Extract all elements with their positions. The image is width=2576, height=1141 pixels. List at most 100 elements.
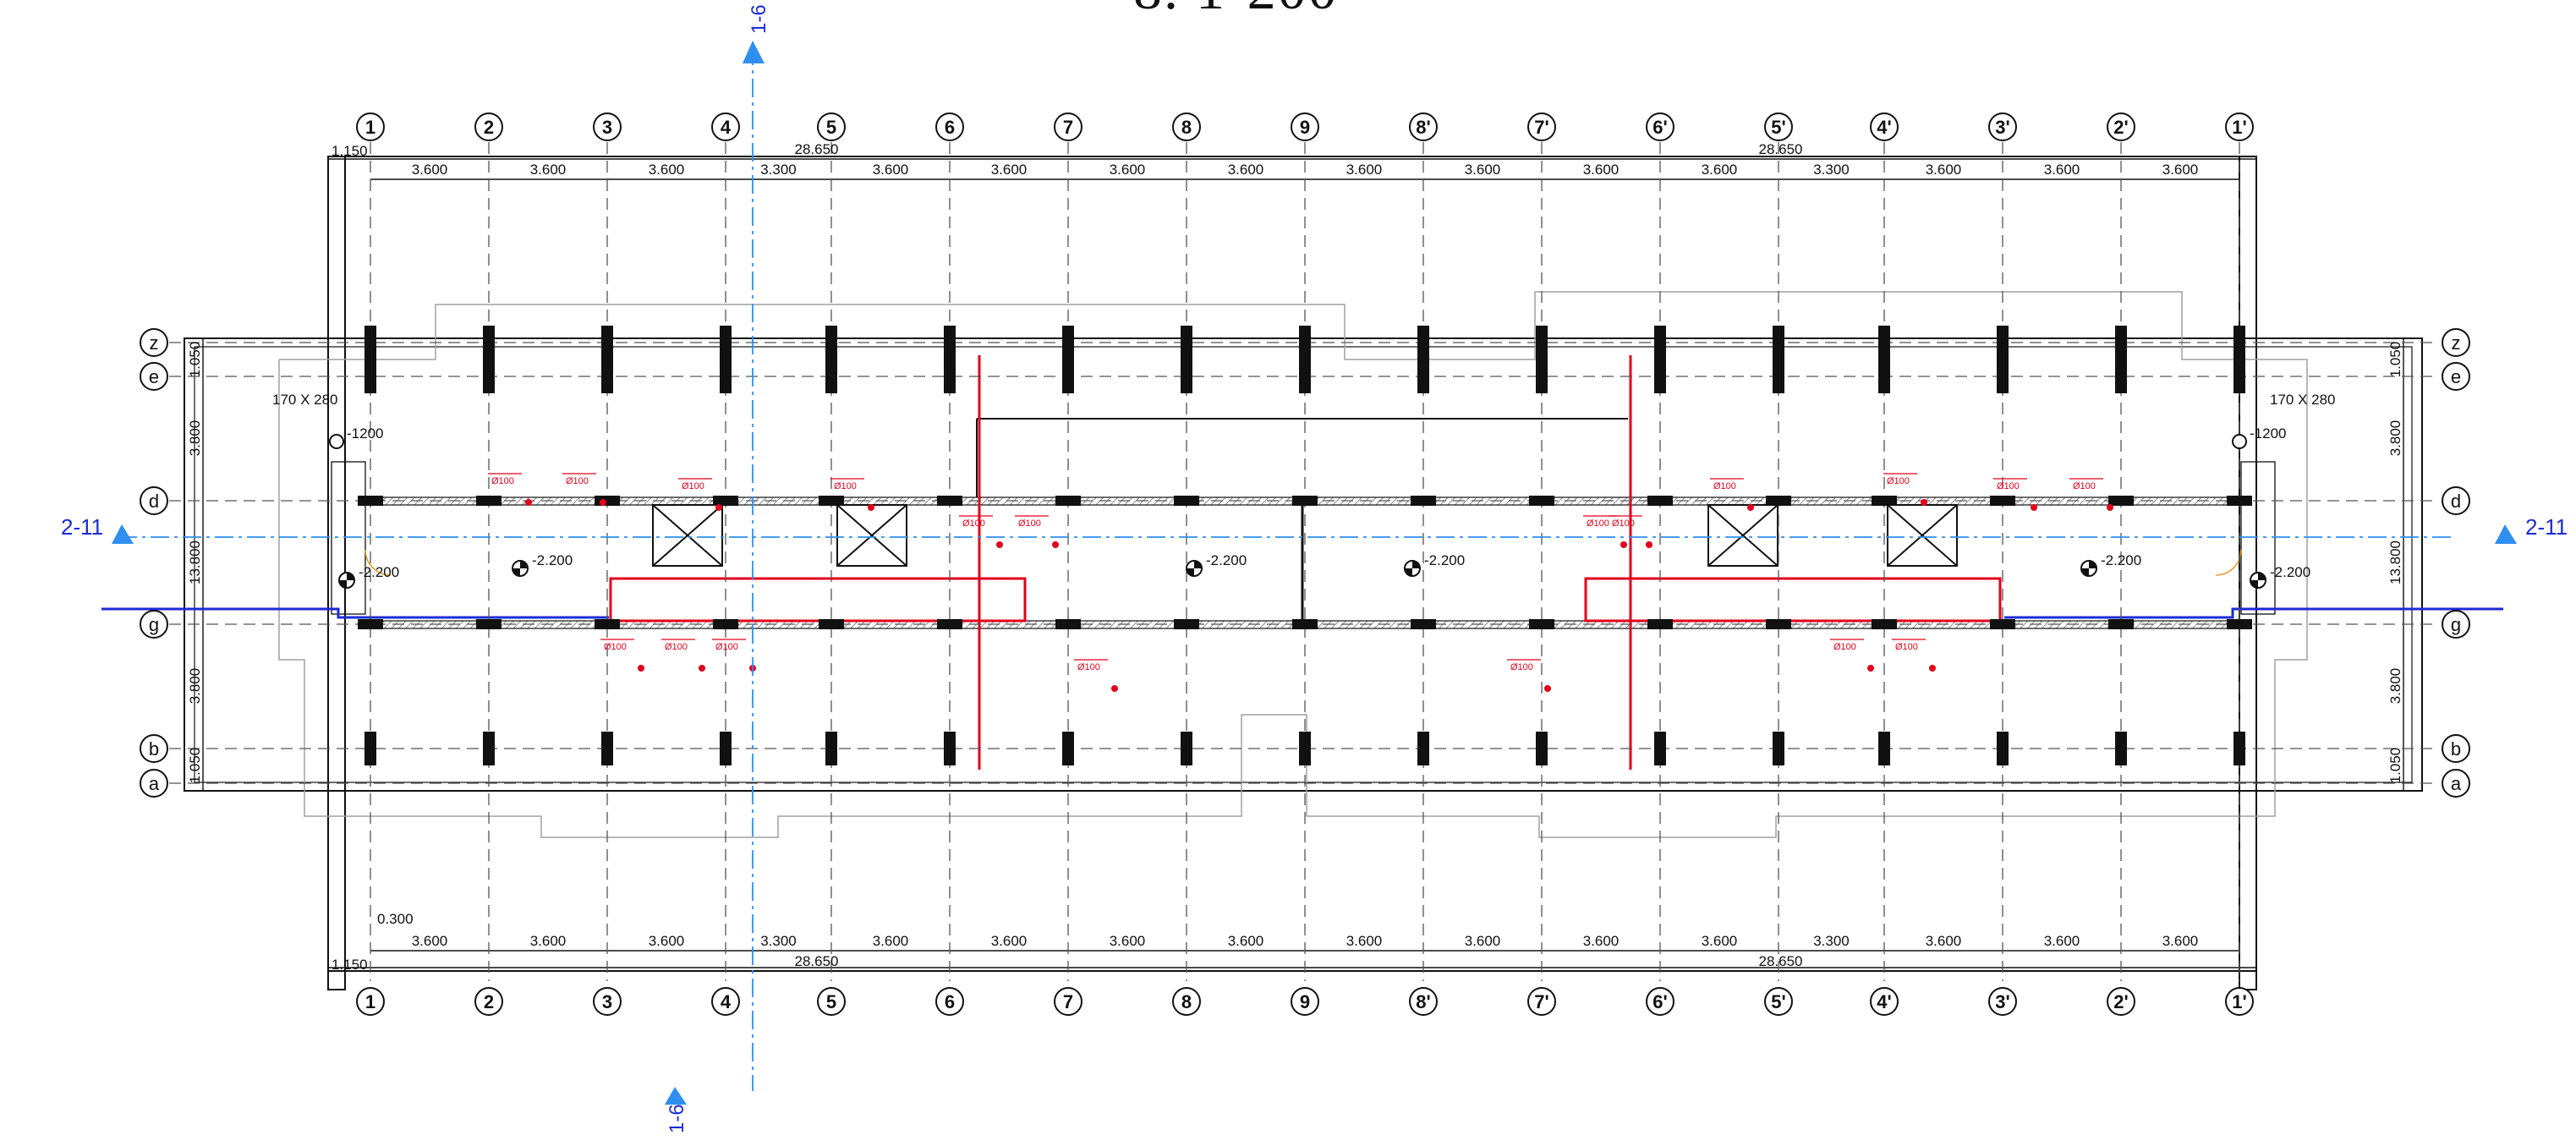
column	[937, 496, 962, 506]
axis-label-row: g	[149, 614, 159, 635]
axis-bubble-bottom	[1409, 987, 1438, 1016]
column	[1878, 326, 1890, 359]
column	[825, 732, 837, 765]
column	[1417, 732, 1429, 765]
column	[2108, 496, 2134, 506]
axis-label-col: 8'	[1416, 991, 1430, 1012]
section-label-left: 2-11	[61, 514, 103, 540]
column	[825, 326, 837, 359]
half-length-dimension: 28.650	[1759, 953, 1803, 969]
column	[1654, 326, 1666, 359]
axis-bubble-top	[1054, 112, 1082, 141]
axis-label-row: d	[149, 491, 159, 512]
axis-label-col: 2	[484, 117, 494, 138]
column	[358, 496, 383, 506]
axis-bubble-top	[1988, 112, 2017, 141]
column	[483, 732, 495, 765]
column	[944, 326, 956, 359]
axis-label-col: 5	[826, 991, 836, 1012]
axis-label-col: 7'	[1534, 117, 1548, 138]
span-dimension: 3.600	[1228, 162, 1264, 178]
column	[1181, 732, 1192, 765]
span-dimension: 3.300	[1813, 162, 1850, 178]
pipe-diameter-label: Ø100	[665, 642, 688, 652]
axis-label-col: 5	[826, 117, 836, 138]
pipe-diameter-label: Ø100	[1018, 518, 1041, 529]
pipe-diameter-label: Ø100	[682, 481, 704, 491]
axis-label-row: a	[149, 773, 160, 794]
column	[1536, 359, 1548, 393]
pipe-point	[1111, 685, 1118, 692]
elevator-shafts	[652, 504, 1958, 567]
axis-bubble-top	[711, 112, 740, 141]
axis-label-col: 4	[721, 117, 732, 138]
axis-label-col: 7	[1063, 991, 1073, 1012]
column	[2227, 619, 2252, 629]
axis-bubble-right	[2442, 362, 2470, 391]
span-dimension: 3.600	[991, 162, 1028, 178]
pipe-diameter-label: Ø100	[1833, 642, 1856, 652]
column	[1997, 732, 2009, 765]
axis-label-col: 7'	[1534, 991, 1548, 1012]
axis-label-col: 4'	[1877, 117, 1891, 138]
section-arrow-right	[2495, 524, 2517, 544]
row-dimension: 1.050	[2387, 748, 2403, 784]
axis-label-col: 8'	[1416, 117, 1430, 138]
span-dimension: 3.600	[1583, 933, 1620, 949]
level-label: -2.200	[1206, 552, 1247, 568]
axis-bubble-bottom	[1764, 987, 1793, 1016]
axis-bubble-top	[1172, 112, 1201, 141]
column	[944, 359, 956, 393]
pipe-diameter-label: Ø100	[1713, 481, 1736, 491]
column	[1411, 619, 1436, 629]
column	[819, 619, 844, 629]
column	[944, 732, 956, 765]
markers: -2.200 -2.200 -2.200 -2.200 -2.200 -2.200 -120…	[329, 425, 2310, 692]
axis-label-col: 1	[365, 117, 375, 138]
pipe-diameter-label: Ø100	[715, 642, 738, 652]
column	[483, 326, 495, 359]
axis-label-col: 6'	[1652, 991, 1667, 1012]
column	[1990, 496, 2015, 506]
level-marker-fill	[1405, 561, 1420, 576]
axis-label-col: 6	[945, 117, 955, 138]
column	[1299, 732, 1311, 765]
column	[1062, 732, 1074, 765]
column	[2233, 326, 2245, 359]
axis-bubble-bottom	[1870, 987, 1899, 1016]
axis-bubble-bottom	[1291, 987, 1319, 1016]
pipe-diameter-label: Ø100	[604, 642, 627, 652]
axis-bubble-top	[593, 112, 622, 141]
row-dimension: 3.800	[2387, 420, 2403, 457]
axis-label-col: 3	[602, 991, 612, 1012]
column	[1529, 496, 1554, 506]
span-dimension: 3.600	[1926, 933, 1962, 949]
row-dimension: 1.050	[2387, 342, 2403, 378]
axis-label-col: 1'	[2232, 117, 2246, 138]
pipe-point	[2107, 504, 2113, 511]
column	[713, 619, 738, 629]
column	[720, 732, 732, 765]
elevator-label-left: 170 X 280	[272, 392, 338, 408]
axis-label-col: 9	[1300, 117, 1310, 138]
axis-label-col: 8	[1181, 117, 1192, 138]
column	[601, 732, 613, 765]
row-dimension: 13.800	[2387, 540, 2403, 584]
level-marker-fill	[2081, 561, 2096, 576]
axis-bubble-top	[2107, 112, 2135, 141]
pipe-diameter-label: Ø100	[834, 481, 857, 491]
pipe-point	[1929, 665, 1936, 672]
pipe-point	[996, 541, 1003, 548]
level-marker	[2232, 434, 2247, 449]
column	[937, 619, 962, 629]
axis-label-col: 4	[721, 991, 732, 1012]
axis-label-row: b	[149, 738, 159, 760]
level-label: -2.200	[359, 564, 399, 580]
column	[483, 359, 495, 393]
span-dimension: 3.600	[873, 933, 909, 949]
axis-bubble-top	[1764, 112, 1793, 141]
level-marker	[329, 434, 344, 449]
column	[1181, 326, 1192, 359]
column	[720, 359, 732, 393]
